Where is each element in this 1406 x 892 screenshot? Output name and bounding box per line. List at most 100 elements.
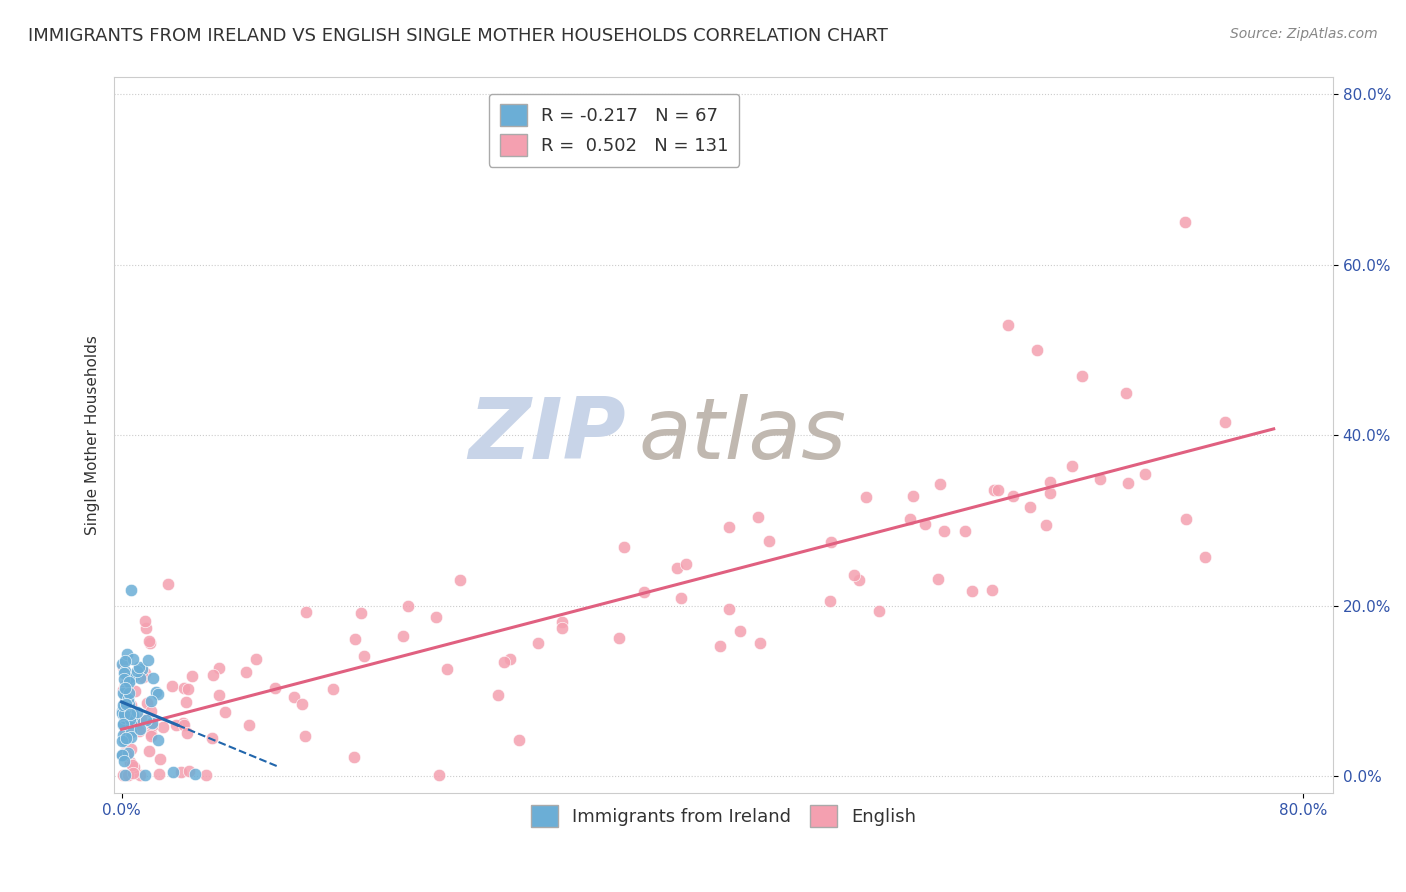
Point [551,621,574,635]
Point [294,729,316,743]
Point [128,722,150,736]
Point [868,604,890,618]
Point [172,716,194,731]
Point [124,713,146,727]
Point [1133,467,1156,482]
Point [1062,459,1084,474]
Point [718,602,741,616]
Point [291,697,314,711]
Point [173,717,195,731]
Point [120,742,142,756]
Point [208,689,231,703]
Point [1039,485,1062,500]
Point [1116,475,1139,490]
Point [114,723,136,738]
Point [901,489,924,503]
Point [1194,549,1216,564]
Point [1026,343,1049,358]
Point [1115,385,1137,400]
Point [131,662,153,676]
Point [114,745,136,759]
Point [728,624,751,638]
Point [146,687,169,701]
Point [111,657,134,671]
Point [633,585,655,599]
Point [122,652,145,666]
Point [344,632,367,646]
Point [115,678,138,692]
Point [111,686,134,700]
Point [983,483,1005,498]
Point [758,533,780,548]
Point [111,706,134,720]
Point [118,706,141,721]
Point [112,706,135,721]
Point [118,703,141,717]
Point [117,767,139,781]
Point [848,573,870,587]
Point [124,668,146,682]
Point [208,660,231,674]
Point [818,593,841,607]
Point [112,767,135,781]
Point [283,690,305,704]
Point [1174,512,1197,526]
Point [499,652,522,666]
Point [1088,472,1111,486]
Point [112,704,135,718]
Point [184,766,207,780]
Point [214,705,236,719]
Legend: Immigrants from Ireland, English: Immigrants from Ireland, English [523,798,924,834]
Point [238,718,260,732]
Point [111,748,134,763]
Point [245,651,267,665]
Point [343,750,366,764]
Point [127,664,149,678]
Text: Source: ZipAtlas.com: Source: ZipAtlas.com [1230,27,1378,41]
Point [114,681,136,695]
Point [195,767,218,781]
Point [201,731,224,746]
Text: IMMIGRANTS FROM IRELAND VS ENGLISH SINGLE MOTHER HOUSEHOLDS CORRELATION CHART: IMMIGRANTS FROM IRELAND VS ENGLISH SINGL… [28,27,889,45]
Point [914,517,936,532]
Point [141,719,163,733]
Point [112,729,135,743]
Point [134,666,156,681]
Point [129,767,152,781]
Point [136,653,159,667]
Point [747,510,769,524]
Point [820,535,842,549]
Point [117,674,139,689]
Point [152,720,174,734]
Point [111,707,134,722]
Point [749,635,772,649]
Point [128,724,150,739]
Point [449,574,471,588]
Point [135,621,157,635]
Point [114,731,136,746]
Point [118,686,141,700]
Point [934,524,956,538]
Point [929,477,952,491]
Point [527,636,550,650]
Point [120,673,142,687]
Point [141,727,163,741]
Point [146,732,169,747]
Point [111,698,134,712]
Point [613,540,636,554]
Point [170,765,193,780]
Point [111,747,134,762]
Point [128,717,150,731]
Point [111,704,134,718]
Point [898,511,921,525]
Point [114,689,136,703]
Point [131,671,153,685]
Point [157,577,180,591]
Point [350,606,373,620]
Point [842,568,865,582]
Point [165,718,187,732]
Point [1039,475,1062,489]
Point [112,716,135,731]
Point [128,660,150,674]
Point [427,767,450,781]
